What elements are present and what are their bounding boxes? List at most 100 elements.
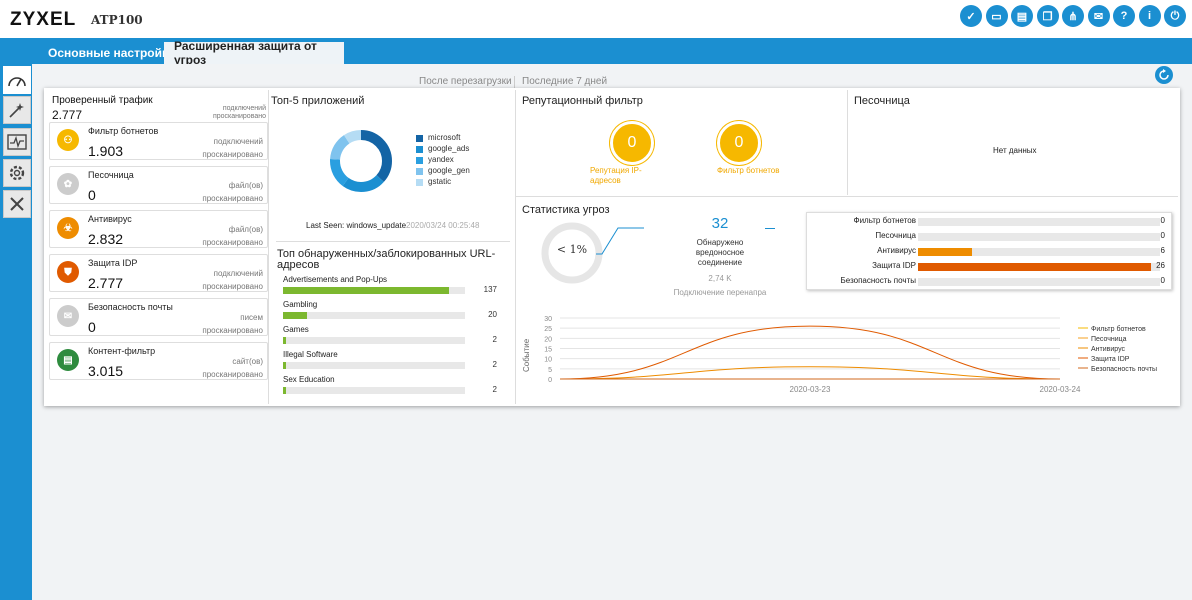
url-category-name: Advertisements and Pop-Ups (283, 275, 388, 284)
x-tick-label: 2020-03-23 (790, 385, 831, 394)
threat-bar-row: Песочница 0 (808, 231, 1173, 244)
stat-card[interactable]: ⚇ Фильтр ботнетов 1.903 подключений проскани… (49, 122, 268, 160)
card-name: Песочница (88, 170, 134, 180)
row-divider-mid (276, 241, 510, 242)
url-bar-fill (283, 312, 307, 319)
y-tick-label: 15 (544, 347, 552, 354)
refresh-button[interactable] (1155, 66, 1173, 84)
sidebar-dashboard-button[interactable] (3, 66, 31, 94)
sidebar-wizard-button[interactable] (3, 96, 31, 124)
info-icon[interactable]: i (1138, 5, 1161, 27)
url-category-name: Gambling (283, 300, 318, 309)
url-bar-track (283, 337, 465, 344)
card-value: 2.777 (88, 275, 124, 291)
legend-label: yandex (428, 155, 454, 164)
threat-bar-row: Защита IDP 26 (808, 261, 1173, 274)
chart-legend-label: Песочница (1091, 336, 1127, 343)
threat-bar-name: Фильтр ботнетов (853, 216, 917, 225)
series-line (559, 366, 1061, 380)
donut-slice-google-ads (330, 130, 392, 192)
chart-legend-label: Антивирус (1091, 346, 1126, 353)
y-tick-label: 10 (544, 357, 552, 364)
sidebar-config-button[interactable] (3, 159, 31, 187)
tools-icon (10, 197, 24, 211)
threat-bar-name: Безопасность почты (840, 276, 916, 285)
col-divider-2 (515, 90, 516, 404)
traffic-title: Проверенный трафик (52, 95, 153, 106)
sandbox-title: Песочница (854, 95, 910, 107)
logout-icon[interactable]: ⏻ (1164, 5, 1186, 27)
tab-basic-settings[interactable]: Основные настройки (48, 46, 176, 60)
top-apps-donut-chart (330, 130, 392, 192)
threat-stats-title: Статистика угроз (522, 204, 610, 216)
url-count: 2 (492, 385, 497, 394)
card-unit-scanned: просканировано (202, 238, 263, 247)
threat-bar-count: 6 (1160, 246, 1165, 255)
sandbox-icon: ✿ (57, 173, 79, 195)
network-icon[interactable]: ⋔ (1062, 5, 1084, 27)
stat-card[interactable]: ⛊ Защита IDP 2.777 подключений просканирован… (49, 254, 268, 292)
url-count: 2 (492, 335, 497, 344)
detected-connector (765, 228, 775, 229)
threat-percent-ring (541, 222, 603, 284)
url-bar-fill (283, 337, 286, 344)
chat-icon[interactable]: ✉ (1087, 5, 1110, 27)
mail-icon: ✉ (57, 305, 79, 327)
last-7-days-header: Последние 7 дней (522, 76, 608, 87)
card-unit: писем (240, 313, 263, 322)
zyxel-logo: ZYXEL (10, 9, 77, 30)
legend-swatch (416, 135, 423, 142)
url-category-name: Games (283, 325, 309, 334)
top-apps-title: Топ-5 приложений (271, 95, 365, 107)
sidebar-maintenance-button[interactable] (3, 190, 31, 218)
url-bar-track (283, 312, 465, 319)
console-icon[interactable]: ▭ (985, 5, 1008, 27)
shield-check-icon[interactable]: ✓ (960, 5, 982, 27)
url-bar-fill (283, 362, 286, 369)
help-book-icon[interactable]: ? (1113, 5, 1135, 27)
x-tick-label: 2020-03-24 (1040, 385, 1081, 394)
total-value: 2,74 K (708, 274, 732, 283)
threat-bar-count: 0 (1160, 231, 1165, 240)
legend-swatch (416, 168, 423, 175)
card-name: Фильтр ботнетов (88, 126, 159, 136)
threat-bar-name: Антивирус (877, 246, 916, 255)
chart-legend-label: Фильтр ботнетов (1091, 325, 1146, 333)
legend-swatch (416, 157, 423, 164)
threat-bar-count: 0 (1160, 216, 1165, 225)
last-seen-label: Last Seen: windows_update (306, 221, 407, 230)
url-bar-track (283, 387, 465, 394)
stat-card[interactable]: ☣ Антивирус 2.832 файл(ов) просканировано (49, 210, 268, 248)
card-name: Контент-фильтр (88, 346, 156, 356)
reputation-title: Репутационный фильтр (522, 95, 643, 107)
card-unit: сайт(ов) (232, 357, 263, 366)
tab-advanced-threat-protection[interactable]: Расширенная защита от угроз (164, 39, 344, 67)
gear-icon (9, 165, 25, 181)
card-value: 0 (88, 187, 96, 203)
cli-icon[interactable]: ▤ (1011, 5, 1033, 27)
url-count: 20 (488, 310, 497, 319)
header-divider (514, 76, 515, 88)
card-value: 2.832 (88, 231, 124, 247)
legend-label: google_ads (428, 144, 470, 153)
stat-card[interactable]: ✿ Песочница 0 файл(ов) просканировано (49, 166, 268, 204)
content-filter-icon: ▤ (57, 349, 79, 371)
stat-card[interactable]: ✉ Безопасность почты 0 писем просканировано (49, 298, 268, 336)
threat-percent-value: < 1% (556, 243, 588, 256)
card-unit-scanned: просканировано (202, 194, 263, 203)
device-model: ATP100 (91, 13, 143, 27)
sidebar-monitor-button[interactable] (3, 128, 31, 156)
monitor-pulse-icon (7, 134, 27, 150)
url-bar-fill (283, 387, 286, 394)
threat-bar-track (918, 233, 1160, 241)
card-name: Защита IDP (88, 258, 138, 268)
since-reboot-header: После перезагрузки (419, 76, 512, 87)
url-category-name: Illegal Software (283, 350, 338, 359)
y-tick-label: 25 (544, 326, 552, 333)
detected-label: Обнаружено вредоносное соединение (695, 238, 745, 267)
botnet-filter-label: Фильтр ботнетов (717, 166, 780, 175)
total-label: Подключение перенапра (673, 288, 767, 297)
legend-label: microsoft (428, 133, 461, 142)
stat-card[interactable]: ▤ Контент-фильтр 3.015 сайт(ов) просканирова… (49, 342, 268, 380)
window-icon[interactable]: ❐ (1036, 5, 1059, 27)
